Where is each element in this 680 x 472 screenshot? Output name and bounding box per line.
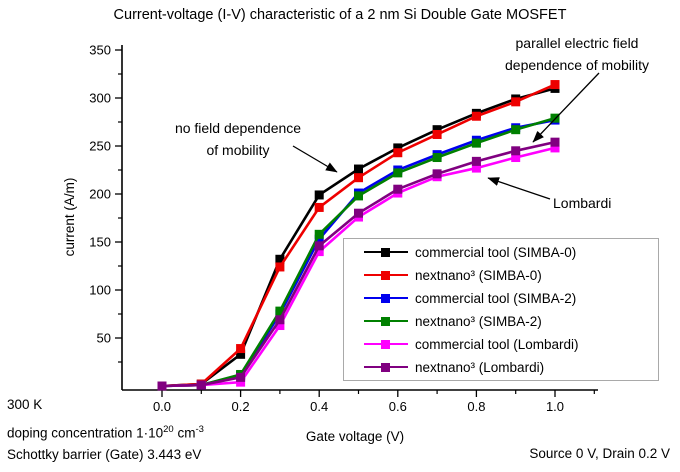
svg-text:0.0: 0.0 <box>153 399 171 414</box>
legend-marker-black-square <box>364 247 408 257</box>
svg-text:250: 250 <box>89 139 111 154</box>
arrow-parallel-field <box>532 72 600 143</box>
legend-item: nextnano³ (Lombardi) <box>364 357 658 377</box>
arrow-lombardi <box>487 177 551 200</box>
annotation-lombardi: Lombardi <box>553 195 612 211</box>
legend-item: nextnano³ (SIMBA-0) <box>364 265 658 285</box>
doping-exponent: 20 <box>163 424 174 435</box>
svg-text:0.2: 0.2 <box>232 399 250 414</box>
chart-title: Current-voltage (I-V) characteristic of … <box>113 7 567 23</box>
data-series <box>157 80 560 391</box>
legend-label: nextnano³ (SIMBA-2) <box>415 313 542 329</box>
doping-unit-exponent: -3 <box>195 424 204 435</box>
annotation-no-field-dependence: no field dependence of mobility <box>138 118 338 161</box>
svg-text:150: 150 <box>89 235 111 250</box>
doping-unit: cm <box>177 425 196 441</box>
legend-marker-purple-square <box>364 362 408 372</box>
legend-label: commercial tool (SIMBA-2) <box>415 290 577 306</box>
annotation-parallel-field: parallel electric field dependence of mo… <box>474 33 680 76</box>
legend-marker-green-square <box>364 316 408 326</box>
y-axis-label: current (A/m) <box>62 177 77 257</box>
legend-marker-blue-square <box>364 293 408 303</box>
legend-marker-magenta-square <box>364 339 408 349</box>
series <box>157 137 560 391</box>
x-axis-label: Gate voltage (V) <box>305 429 405 444</box>
legend-label: commercial tool (Lombardi) <box>415 336 579 352</box>
axis-ticks <box>115 49 595 397</box>
legend-label: nextnano³ (Lombardi) <box>415 359 545 375</box>
svg-text:1.0: 1.0 <box>546 399 564 414</box>
bias-note: Source 0 V, Drain 0.2 V <box>529 446 670 461</box>
svg-text:350: 350 <box>89 43 111 58</box>
doping-text: doping concentration 1·10 <box>7 425 164 441</box>
svg-text:200: 200 <box>89 187 111 202</box>
doping-note: doping concentration 1·1020 cm-3 <box>7 424 204 441</box>
schottky-note: Schottky barrier (Gate) 3.443 eV <box>7 447 202 462</box>
svg-text:0.4: 0.4 <box>310 399 328 414</box>
axis-tick-labels: 0.0 0.2 0.4 0.6 0.8 1.0 50 100 150 200 250 300 350 <box>89 43 564 415</box>
legend-label: nextnano³ (SIMBA-0) <box>415 267 542 283</box>
annotation-line: no field dependence <box>174 120 302 136</box>
legend-item: nextnano³ (SIMBA-2) <box>364 311 658 331</box>
legend-item: commercial tool (SIMBA-2) <box>364 288 658 308</box>
legend-item: commercial tool (Lombardi) <box>364 334 658 354</box>
svg-text:0.6: 0.6 <box>389 399 407 414</box>
arrow-no-field <box>292 145 338 173</box>
legend-item: commercial tool (SIMBA-0) <box>364 242 658 262</box>
legend-label: commercial tool (SIMBA-0) <box>415 244 577 260</box>
svg-text:100: 100 <box>89 283 111 298</box>
annotation-line: of mobility <box>206 141 270 158</box>
annotation-arrows <box>292 72 600 200</box>
temperature-note: 300 K <box>7 397 43 412</box>
legend-marker-red-square <box>364 270 408 280</box>
svg-text:300: 300 <box>89 91 111 106</box>
annotation-line: parallel electric field <box>515 35 639 51</box>
legend-box: commercial tool (SIMBA-0) nextnano³ (SIM… <box>343 238 659 381</box>
annotation-line: dependence of mobility <box>505 56 649 73</box>
svg-text:50: 50 <box>97 331 111 346</box>
svg-text:0.8: 0.8 <box>467 399 485 414</box>
